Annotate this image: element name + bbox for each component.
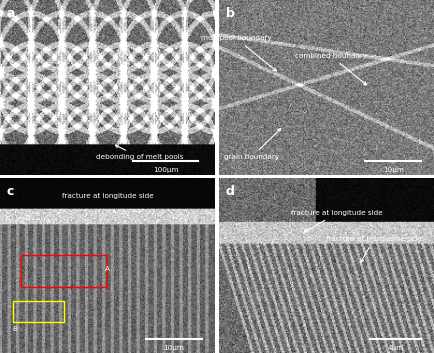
Text: B: B	[13, 325, 17, 331]
Bar	[13, 300, 65, 322]
Text: 4μm: 4μm	[387, 345, 404, 351]
Text: combined boundary: combined boundary	[295, 53, 367, 85]
Text: A: A	[105, 266, 110, 272]
Text: grain boundary: grain boundary	[224, 128, 281, 160]
Text: b: b	[226, 7, 234, 20]
Text: 10μm: 10μm	[383, 167, 404, 173]
Text: c: c	[7, 185, 14, 198]
Text: fracture at longitude side: fracture at longitude side	[62, 193, 153, 199]
Text: 100μm: 100μm	[153, 167, 178, 173]
Text: fracture at longitude side: fracture at longitude side	[292, 210, 383, 232]
Text: debonding of melt pools: debonding of melt pools	[96, 145, 184, 160]
Text: 10μm: 10μm	[164, 345, 184, 351]
Bar	[22, 255, 108, 287]
Text: d: d	[226, 185, 234, 198]
Text: a: a	[7, 7, 15, 20]
Text: fracture at transverse side: fracture at transverse side	[326, 237, 422, 262]
Text: melt pool boundary: melt pool boundary	[201, 35, 276, 71]
